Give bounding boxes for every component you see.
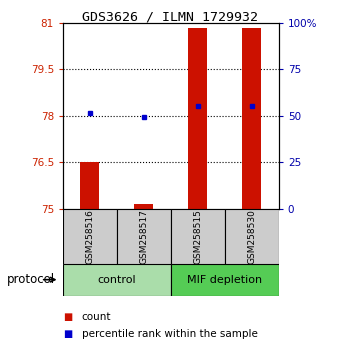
Bar [117, 209, 171, 264]
Bar [188, 28, 207, 209]
Text: GSM258530: GSM258530 [247, 209, 256, 264]
Text: percentile rank within the sample: percentile rank within the sample [82, 329, 257, 339]
Text: protocol: protocol [7, 273, 55, 286]
Text: ■: ■ [63, 312, 72, 322]
Bar [242, 28, 261, 209]
Bar [171, 264, 279, 296]
Bar [225, 209, 279, 264]
Text: count: count [82, 312, 111, 322]
Bar [63, 264, 171, 296]
Text: ■: ■ [63, 329, 72, 339]
Text: GSM258515: GSM258515 [193, 209, 202, 264]
Bar [134, 204, 153, 209]
Bar [63, 209, 117, 264]
Text: GSM258516: GSM258516 [85, 209, 95, 264]
Text: MIF depletion: MIF depletion [187, 275, 262, 285]
Text: GSM258517: GSM258517 [139, 209, 148, 264]
Bar [81, 162, 99, 209]
Text: GDS3626 / ILMN_1729932: GDS3626 / ILMN_1729932 [82, 10, 258, 23]
Text: control: control [98, 275, 136, 285]
Bar [171, 209, 225, 264]
